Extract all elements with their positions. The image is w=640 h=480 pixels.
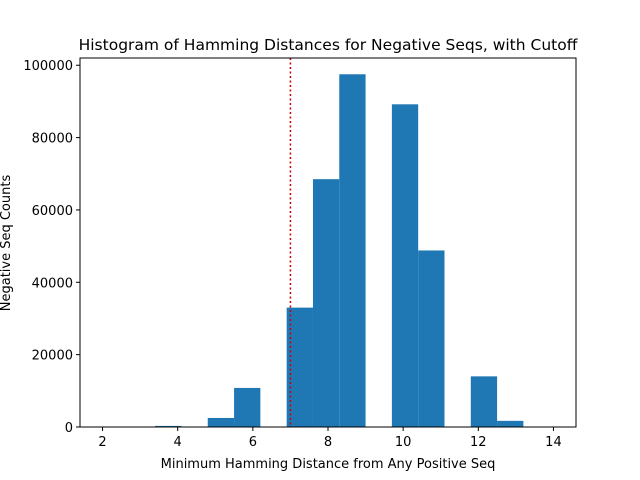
histogram-bar: [155, 425, 182, 427]
histogram-bar: [470, 376, 498, 427]
histogram-bar: [339, 74, 366, 427]
y-ticks: 0 20000 40000 60000 80000 100000: [23, 59, 80, 436]
histogram-bar: [391, 104, 419, 427]
y-tick-label: 100000: [23, 59, 73, 74]
y-tick-label: 0: [65, 421, 73, 436]
bars-group: [155, 74, 524, 427]
y-axis-label: Negative Seq Counts: [0, 175, 14, 312]
histogram-bar: [418, 250, 445, 427]
histogram-bar: [497, 420, 524, 427]
histogram-bar: [286, 307, 313, 427]
histogram-bar: [234, 387, 261, 427]
x-tick-label: 6: [249, 435, 257, 450]
x-tick-label: 12: [470, 435, 487, 450]
x-tick-label: 8: [324, 435, 332, 450]
y-tick-label: 20000: [32, 349, 73, 364]
histogram-bar: [312, 179, 340, 427]
x-tick-label: 14: [545, 435, 562, 450]
x-tick-label: 10: [395, 435, 412, 450]
histogram-bar: [207, 417, 235, 427]
x-tick-label: 2: [98, 435, 106, 450]
x-tick-label: 4: [174, 435, 182, 450]
x-ticks: 2 4 6 8 10 12 14: [98, 427, 562, 450]
y-tick-label: 80000: [32, 132, 73, 147]
x-axis-label: Minimum Hamming Distance from Any Positi…: [161, 457, 496, 472]
y-tick-label: 60000: [32, 204, 73, 219]
y-tick-label: 40000: [32, 276, 73, 291]
chart-title: Histogram of Hamming Distances for Negat…: [79, 36, 578, 54]
